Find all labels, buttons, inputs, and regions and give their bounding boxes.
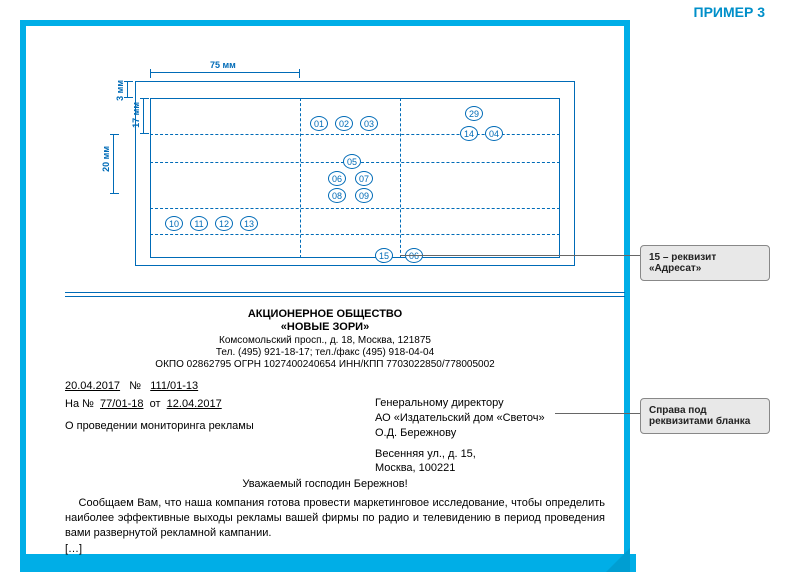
salutation: Уважаемый господин Бережнов! <box>45 478 605 490</box>
node-12: 12 <box>215 216 233 231</box>
node-15: 15 <box>375 248 393 263</box>
cyan-corner-fold <box>606 548 630 572</box>
measure-top <box>150 72 300 73</box>
node-14: 14 <box>460 126 478 141</box>
layout-schematic: 75 мм 3 мм 17 мм 20 мм 01 02 03 29 14 04… <box>105 66 585 266</box>
node-01: 01 <box>310 116 328 131</box>
node-07: 07 <box>355 171 373 186</box>
recipient-l4: Весенняя ул., д. 15, <box>375 447 545 462</box>
separator-line-2 <box>65 296 625 297</box>
ref-prefix: На № <box>65 398 94 410</box>
node-13: 13 <box>240 216 258 231</box>
dash-v2 <box>400 98 401 258</box>
letter-body: Сообщаем Вам, что наша компания готова п… <box>65 496 605 541</box>
node-06: 06 <box>328 171 346 186</box>
dash-v1 <box>300 98 301 258</box>
recipient-l3: О.Д. Бережнову <box>375 426 545 441</box>
reg-line-1: 20.04.2017 № 111/01-13 <box>65 380 198 392</box>
node-08: 08 <box>328 188 346 203</box>
separator-line-1 <box>65 292 625 293</box>
ref-from: от <box>150 398 161 410</box>
callout-1: 15 – реквизит «Адресат» <box>640 245 770 281</box>
ref-date: 12.04.2017 <box>167 398 222 410</box>
measure-20mm-label: 20 мм <box>101 146 111 172</box>
org-address: Комсомольский просп., д. 18, Москва, 121… <box>45 335 605 346</box>
org-name-1: АКЦИОНЕРНОЕ ОБЩЕСТВО <box>45 308 605 320</box>
node-05: 05 <box>343 154 361 169</box>
recipient-l1: Генеральному директору <box>375 396 545 411</box>
dash-h4 <box>150 234 560 235</box>
org-codes: ОКПО 02862795 ОГРН 1027400240654 ИНН/КПП… <box>45 359 605 370</box>
callout-1-line <box>400 255 640 256</box>
reg-num-label: № <box>129 380 141 392</box>
example-number: ПРИМЕР 3 <box>694 4 765 20</box>
node-09: 09 <box>355 188 373 203</box>
recipient-l2: АО «Издательский дом «Светоч» <box>375 411 545 426</box>
node-04: 04 <box>485 126 503 141</box>
callout-2-line <box>555 413 640 414</box>
org-tel: Тел. (495) 921-18-17; тел./факс (495) 91… <box>45 347 605 358</box>
measure-top-label: 75 мм <box>210 60 236 70</box>
recipient-l5: Москва, 100221 <box>375 461 545 476</box>
measure-3mm-label: 3 мм <box>115 80 125 101</box>
node-02: 02 <box>335 116 353 131</box>
node-11: 11 <box>190 216 208 231</box>
dash-h3 <box>150 208 560 209</box>
ref-num: 77/01-18 <box>100 398 143 410</box>
reg-line-2: На № 77/01-18 от 12.04.2017 <box>65 398 222 410</box>
reg-date: 20.04.2017 <box>65 380 120 392</box>
node-29: 29 <box>465 106 483 121</box>
ellipsis: […] <box>65 543 82 555</box>
reg-num: 111/01-13 <box>150 380 198 392</box>
document-area: 75 мм 3 мм 17 мм 20 мм 01 02 03 29 14 04… <box>45 48 605 548</box>
measure-20mm <box>113 134 114 194</box>
node-10: 10 <box>165 216 183 231</box>
org-name-2: «НОВЫЕ ЗОРИ» <box>45 321 605 333</box>
node-03: 03 <box>360 116 378 131</box>
letter-subject: О проведении мониторинга рекламы <box>65 420 254 432</box>
callout-2: Справа под реквизитами бланка <box>640 398 770 434</box>
measure-3mm <box>127 81 128 98</box>
body-text: Сообщаем Вам, что наша компания готова п… <box>65 497 605 539</box>
recipient-block: Генеральному директору АО «Издательский … <box>375 396 545 476</box>
